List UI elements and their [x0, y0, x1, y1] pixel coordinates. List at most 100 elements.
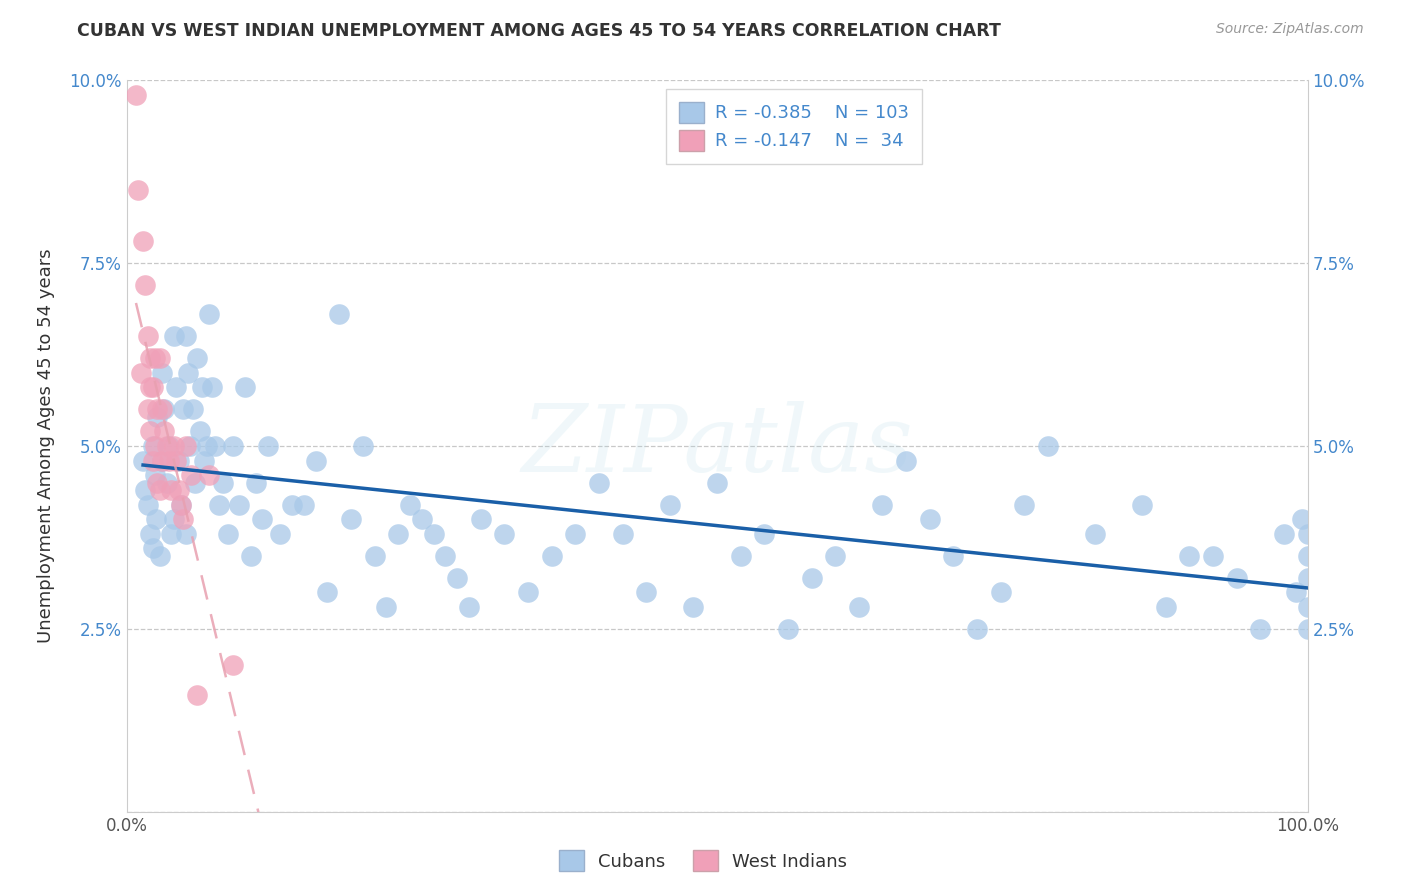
- Point: [387, 526, 409, 541]
- Point: [149, 351, 172, 366]
- Point: [872, 498, 894, 512]
- Point: [304, 453, 326, 467]
- Point: [1296, 526, 1319, 541]
- Point: [375, 599, 398, 614]
- Point: [141, 541, 163, 556]
- Point: [177, 366, 200, 380]
- Point: [399, 498, 422, 512]
- Point: [167, 453, 190, 467]
- Point: [411, 512, 433, 526]
- Point: [588, 475, 610, 490]
- Y-axis label: Unemployment Among Ages 45 to 54 years: Unemployment Among Ages 45 to 54 years: [38, 249, 55, 643]
- Point: [328, 307, 350, 321]
- Point: [146, 475, 169, 490]
- Point: [136, 498, 159, 512]
- Point: [848, 599, 870, 614]
- Point: [1036, 439, 1059, 453]
- Point: [132, 453, 155, 467]
- Point: [446, 571, 468, 585]
- Point: [200, 380, 222, 394]
- Point: [145, 512, 167, 526]
- Point: [217, 526, 239, 541]
- Point: [198, 468, 221, 483]
- Point: [146, 402, 169, 417]
- Point: [143, 468, 166, 483]
- Point: [141, 453, 163, 467]
- Point: [1272, 526, 1295, 541]
- Point: [363, 549, 385, 563]
- Point: [800, 571, 823, 585]
- Point: [245, 475, 267, 490]
- Point: [186, 688, 208, 702]
- Point: [143, 351, 166, 366]
- Point: [706, 475, 728, 490]
- Text: Source: ZipAtlas.com: Source: ZipAtlas.com: [1216, 22, 1364, 37]
- Point: [160, 526, 183, 541]
- Point: [1296, 599, 1319, 614]
- Point: [636, 585, 658, 599]
- Legend: Cubans, West Indians: Cubans, West Indians: [551, 843, 855, 879]
- Point: [163, 329, 186, 343]
- Point: [143, 439, 166, 453]
- Point: [470, 512, 492, 526]
- Point: [156, 475, 179, 490]
- Point: [1296, 571, 1319, 585]
- Point: [292, 498, 315, 512]
- Point: [222, 439, 245, 453]
- Point: [1285, 585, 1308, 599]
- Point: [195, 439, 218, 453]
- Point: [281, 498, 304, 512]
- Point: [174, 329, 197, 343]
- Point: [352, 439, 374, 453]
- Point: [1249, 622, 1271, 636]
- Point: [141, 439, 163, 453]
- Point: [129, 366, 152, 380]
- Point: [180, 468, 202, 483]
- Point: [658, 498, 681, 512]
- Point: [181, 402, 204, 417]
- Point: [1012, 498, 1035, 512]
- Point: [682, 599, 704, 614]
- Point: [494, 526, 516, 541]
- Point: [149, 483, 172, 497]
- Point: [1154, 599, 1177, 614]
- Point: [174, 526, 197, 541]
- Point: [139, 425, 162, 439]
- Point: [170, 498, 193, 512]
- Point: [222, 658, 245, 673]
- Point: [776, 622, 799, 636]
- Point: [139, 380, 162, 394]
- Point: [150, 366, 173, 380]
- Point: [204, 439, 226, 453]
- Point: [730, 549, 752, 563]
- Point: [966, 622, 988, 636]
- Point: [1202, 549, 1225, 563]
- Point: [1130, 498, 1153, 512]
- Point: [422, 526, 444, 541]
- Point: [184, 475, 207, 490]
- Point: [1296, 622, 1319, 636]
- Point: [198, 307, 221, 321]
- Point: [754, 526, 776, 541]
- Point: [894, 453, 917, 467]
- Point: [257, 439, 280, 453]
- Point: [239, 549, 262, 563]
- Point: [1291, 512, 1313, 526]
- Point: [179, 439, 201, 453]
- Point: [540, 549, 562, 563]
- Point: [167, 483, 190, 497]
- Point: [316, 585, 339, 599]
- Point: [208, 498, 231, 512]
- Point: [824, 549, 846, 563]
- Point: [153, 402, 176, 417]
- Point: [942, 549, 965, 563]
- Point: [165, 380, 187, 394]
- Point: [188, 425, 211, 439]
- Point: [150, 453, 173, 467]
- Point: [134, 278, 156, 293]
- Point: [191, 380, 214, 394]
- Point: [193, 453, 215, 467]
- Point: [918, 512, 941, 526]
- Text: CUBAN VS WEST INDIAN UNEMPLOYMENT AMONG AGES 45 TO 54 YEARS CORRELATION CHART: CUBAN VS WEST INDIAN UNEMPLOYMENT AMONG …: [77, 22, 1001, 40]
- Point: [269, 526, 291, 541]
